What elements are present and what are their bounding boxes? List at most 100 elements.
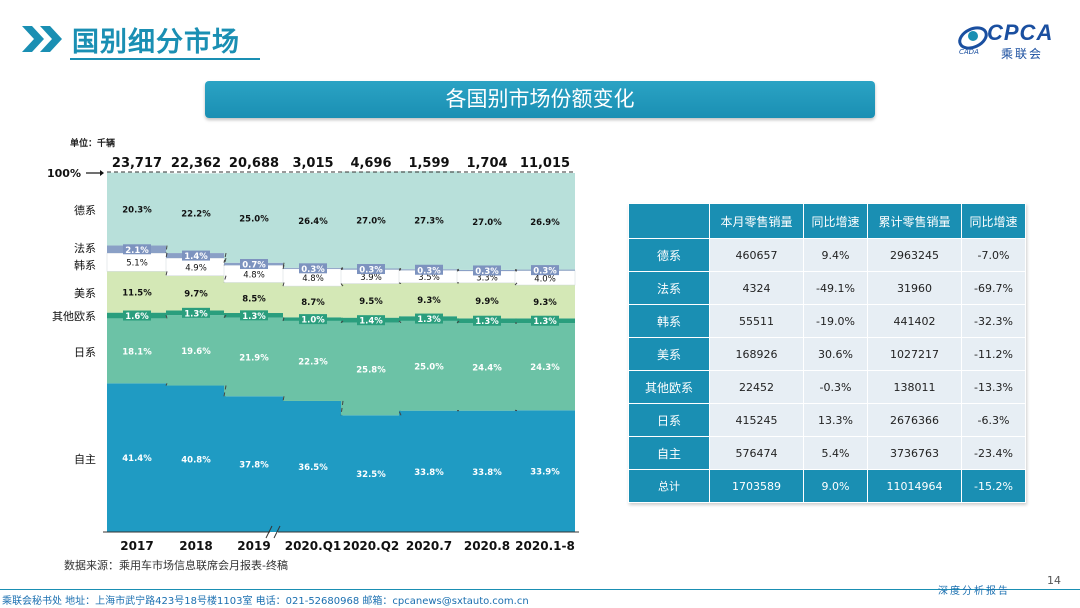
data-label-german: 20.3%	[122, 206, 152, 216]
connector-line	[223, 275, 227, 283]
bar-segment-domestic	[224, 396, 284, 532]
x-tick-label: 2020.Q2	[343, 539, 400, 553]
header-blank	[628, 203, 710, 239]
cell-monthly-yoy: 5.4%	[803, 436, 868, 470]
connector-line	[340, 267, 344, 269]
data-label-other-european: 1.3%	[533, 317, 557, 327]
connector-line	[340, 283, 344, 287]
data-label-german: 25.0%	[239, 214, 269, 224]
bar-segment-german	[107, 172, 167, 246]
x-tick-label: 2020.8	[464, 539, 510, 553]
connector-line	[456, 268, 460, 271]
data-label-german: 26.9%	[530, 218, 560, 228]
data-label-american: 9.3%	[417, 296, 441, 306]
bar-segment-japanese	[224, 317, 284, 397]
x-tick-label: 2017	[120, 539, 153, 553]
data-label-japanese: 22.3%	[298, 357, 328, 367]
data-label-other-european: 1.3%	[475, 317, 499, 327]
x-tick-label: 2018	[179, 539, 212, 553]
connector-line	[223, 257, 227, 266]
cell-cumulative-yoy: -7.0%	[961, 238, 1026, 272]
data-label-american: 8.7%	[301, 298, 325, 308]
bar-segment-german	[166, 173, 226, 254]
legend-label-korean: 韩系	[74, 258, 96, 272]
cell-monthly-sales: 460657	[708, 238, 805, 272]
total-monthly-sales: 1703589	[708, 469, 805, 503]
connector-line	[282, 262, 285, 268]
bar-segment-american	[515, 285, 575, 319]
total-label: 22,362	[171, 156, 221, 171]
bar-segment-american	[399, 282, 459, 317]
data-label-german: 27.0%	[472, 218, 502, 228]
data-label-american: 11.5%	[122, 289, 152, 299]
connector-line	[165, 245, 168, 254]
data-label-korean: 4.0%	[534, 274, 556, 284]
data-label-korean: 3.5%	[418, 273, 440, 283]
data-label-domestic: 33.8%	[472, 468, 502, 478]
cell-cumulative-sales: 2963245	[866, 238, 963, 272]
bar-segment-japanese	[457, 323, 517, 411]
header-monthly-sales: 本月零售销量	[708, 203, 805, 239]
total-label: 3,015	[292, 156, 333, 171]
double-chevron-icon	[22, 26, 62, 52]
data-label-french: 0.3%	[359, 266, 383, 276]
cell-cumulative-yoy: -32.3%	[961, 304, 1026, 338]
cell-row-name: 自主	[628, 436, 710, 470]
x-tick-label: 2020.1-8	[515, 539, 575, 553]
legend-label-french: 法系	[74, 241, 96, 255]
data-label-japanese: 19.6%	[181, 347, 211, 357]
bar-segment-german	[399, 171, 459, 270]
total-row-name: 总计	[628, 469, 710, 503]
connector-line	[223, 314, 227, 318]
connector-line	[456, 269, 460, 272]
footer-divider	[0, 589, 1080, 590]
bar-segment-japanese	[341, 322, 401, 416]
label-badge-other-european	[415, 313, 443, 324]
bar-segment-japanese	[107, 318, 167, 384]
data-label-german: 27.3%	[414, 217, 444, 227]
cell-monthly-sales: 22452	[708, 370, 805, 404]
x-tick-label: 2020.7	[406, 539, 452, 553]
label-badge-french	[299, 263, 327, 274]
bar-segment-german	[515, 173, 575, 270]
connector-line	[282, 282, 285, 287]
sales-table: 本月零售销量 同比增速 累计零售销量 同比增速 德系 460657 9.4% 2963…	[628, 203, 1026, 503]
data-label-other-european: 1.6%	[125, 312, 149, 322]
data-label-french: 0.3%	[417, 266, 441, 276]
bar-segment-american	[107, 271, 167, 313]
cell-monthly-sales: 168926	[708, 337, 805, 371]
data-label-other-european: 1.3%	[417, 315, 441, 325]
footer-slogan: 深度分析报告	[938, 586, 1010, 597]
logo-small: CADA	[959, 48, 979, 56]
connector-line	[398, 268, 402, 270]
bar-segment-american	[283, 286, 343, 318]
bar-segment-domestic	[166, 385, 226, 532]
bar-segment-american	[341, 283, 401, 318]
logo-brand: CPCA	[987, 20, 1054, 45]
cell-monthly-sales: 55511	[708, 304, 805, 338]
bar-segment-domestic	[515, 410, 575, 532]
connector-line	[165, 271, 168, 276]
total-label: 20,688	[229, 156, 279, 171]
cell-cumulative-sales: 31960	[866, 271, 963, 305]
data-label-korean: 4.8%	[302, 274, 324, 284]
data-label-french: 1.4%	[184, 252, 208, 262]
data-label-american: 9.3%	[533, 298, 557, 308]
data-label-german: 22.2%	[181, 210, 211, 220]
bar-segment-german	[341, 171, 401, 269]
bar-segment-domestic	[283, 400, 343, 532]
legend-label-american: 美系	[74, 287, 96, 300]
cell-cumulative-sales: 138011	[866, 370, 963, 404]
data-label-american: 9.5%	[359, 297, 383, 307]
cell-monthly-yoy: 30.6%	[803, 337, 868, 371]
label-badge-other-european	[240, 310, 268, 321]
data-label-domestic: 41.4%	[122, 454, 152, 464]
data-label-other-european: 1.0%	[301, 316, 325, 326]
cell-monthly-yoy: 9.4%	[803, 238, 868, 272]
connector-line	[223, 252, 227, 263]
data-label-french: 0.3%	[533, 267, 557, 277]
data-label-american: 8.5%	[242, 294, 266, 304]
cell-monthly-sales: 576474	[708, 436, 805, 470]
data-label-japanese: 21.9%	[239, 353, 269, 363]
table-row: 法系 4324 -49.1% 31960 -69.7%	[628, 271, 1026, 305]
